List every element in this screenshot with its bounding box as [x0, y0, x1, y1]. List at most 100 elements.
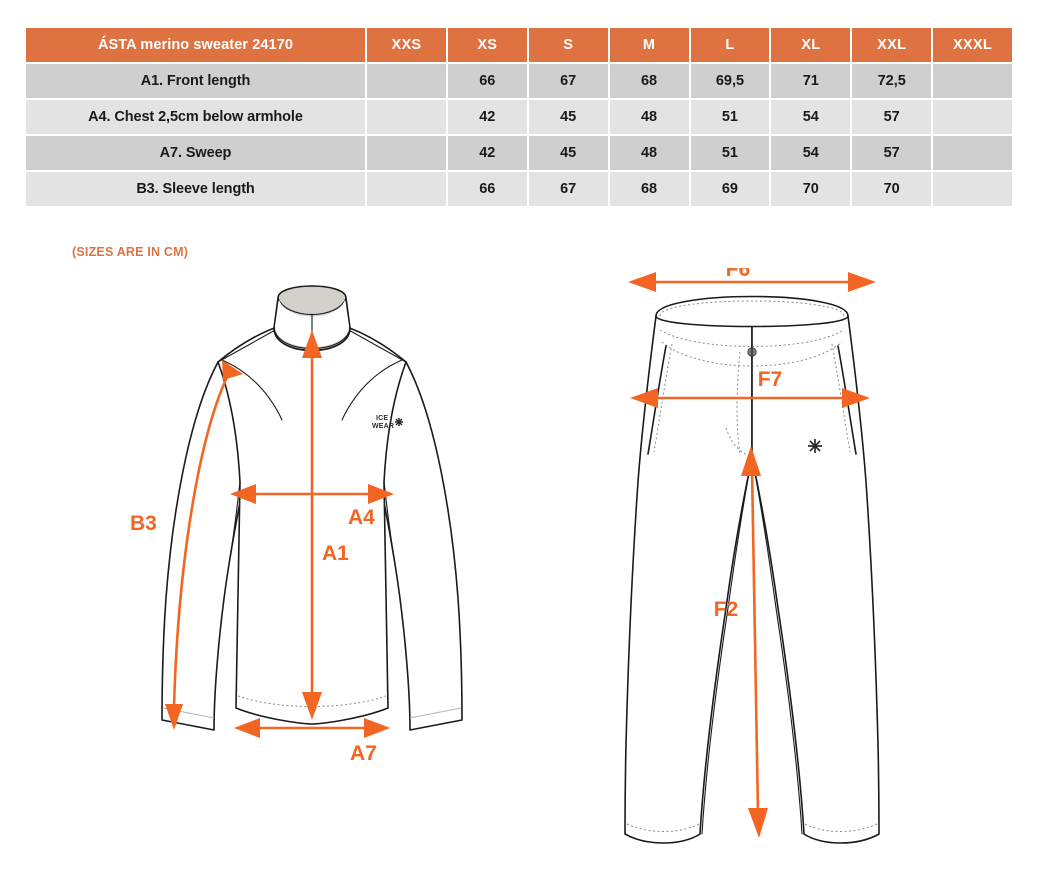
product-title-header: ÁSTA merino sweater 24170	[26, 28, 365, 62]
a4-label: A4	[348, 506, 375, 529]
brand-line-1: ICE	[376, 415, 388, 422]
a7-arrow-head-right	[364, 718, 390, 738]
b3-arrow-head-top	[222, 360, 243, 380]
size-header-m: M	[609, 28, 689, 62]
measurement-value: 68	[609, 172, 689, 206]
measurement-value: 54	[771, 100, 851, 134]
measurement-label: A1. Front length	[26, 64, 365, 98]
a1-arrow-head-bottom	[302, 692, 322, 720]
a7-arrow-head-left	[234, 718, 260, 738]
ice-wear-logo: ICE WEAR	[372, 415, 403, 430]
measurement-value: 71	[771, 64, 851, 98]
a7-label: A7	[350, 742, 377, 765]
units-note: (SIZES ARE IN CM)	[72, 245, 189, 259]
size-header-xl: XL	[771, 28, 851, 62]
size-header-xxl: XXL	[852, 28, 932, 62]
measurement-value	[367, 172, 446, 206]
measurement-label: A7. Sweep	[26, 136, 365, 170]
snowflake-icon	[808, 439, 822, 453]
measurement-value: 48	[609, 100, 689, 134]
size-header-xxxl: XXXL	[933, 28, 1012, 62]
a1-label: A1	[322, 542, 349, 565]
size-header-l: L	[690, 28, 770, 62]
table-row: B3. Sleeve length 66 67 68 69 70 70	[26, 172, 1012, 206]
size-header-s: S	[528, 28, 608, 62]
garment-diagrams: ICE WEAR B3	[0, 268, 1040, 888]
a4-arrow-head-right	[368, 484, 394, 504]
a1-arrow-head-top	[302, 330, 322, 358]
pants-waistband	[655, 295, 849, 328]
measurement-value: 48	[609, 136, 689, 170]
b3-arrow-line	[172, 374, 230, 707]
f6-arrow-head-right	[848, 272, 876, 292]
right-cuff-stitch	[409, 707, 462, 719]
sweater-right-armhole	[383, 481, 395, 559]
pants-right-pocket-stitch	[831, 343, 851, 453]
measurement-value: 54	[771, 136, 851, 170]
table-row: A4. Chest 2,5cm below armhole 42 45 48 5…	[26, 100, 1012, 134]
f2-arrow-line	[750, 467, 760, 815]
f6-label: F6	[726, 268, 751, 281]
sweater-right-yoke-seam	[341, 359, 403, 421]
measurement-value: 70	[852, 172, 932, 206]
measurement-label: B3. Sleeve length	[26, 172, 365, 206]
sweater-left-armhole	[229, 481, 241, 559]
measurement-value	[367, 136, 446, 170]
measurement-value: 67	[528, 172, 608, 206]
pants-left-pocket-stitch	[653, 343, 673, 453]
pants-crotch-seam	[701, 457, 753, 835]
measurement-value	[367, 64, 446, 98]
f7-label: F7	[758, 368, 783, 391]
measurement-value: 68	[609, 64, 689, 98]
pants-right-hem-stitch	[804, 823, 878, 832]
f7-arrow-head-left	[630, 388, 658, 408]
measurement-value: 45	[528, 136, 608, 170]
table-header: ÁSTA merino sweater 24170 XXS XS S M L X…	[26, 28, 1012, 62]
measurement-value: 69	[690, 172, 770, 206]
measurement-value: 51	[690, 100, 770, 134]
f2-label: F2	[714, 598, 739, 621]
f2-arrow-head-top	[741, 446, 761, 476]
size-header-xs: XS	[447, 28, 527, 62]
measurement-value: 42	[447, 100, 527, 134]
f7-arrow-head-right	[842, 388, 870, 408]
measurement-value: 51	[690, 136, 770, 170]
sweater-svg: ICE WEAR B3	[130, 285, 463, 765]
pants-left-leg	[624, 315, 753, 844]
measurement-value	[933, 64, 1012, 98]
measurement-value: 66	[447, 64, 527, 98]
pants-diagram: F6 F7 F2	[600, 268, 980, 868]
pants-fly-stitch	[736, 351, 741, 455]
measurement-value: 45	[528, 100, 608, 134]
sweater-diagram: ICE WEAR B3	[110, 268, 530, 788]
measurement-value	[367, 100, 446, 134]
measurement-value: 69,5	[690, 64, 770, 98]
pants-left-hem-stitch	[626, 823, 700, 832]
measurement-value: 57	[852, 136, 932, 170]
measurement-value: 70	[771, 172, 851, 206]
measurement-value: 42	[447, 136, 527, 170]
measurement-value: 66	[447, 172, 527, 206]
measurement-label: A4. Chest 2,5cm below armhole	[26, 100, 365, 134]
size-chart-table-container: ÁSTA merino sweater 24170 XXS XS S M L X…	[24, 26, 1014, 208]
waistband-inner-ellipse	[659, 300, 845, 317]
table-row: A7. Sweep 42 45 48 51 54 57	[26, 136, 1012, 170]
a4-arrow-head-left	[230, 484, 256, 504]
measurement-value	[933, 100, 1012, 134]
table-body: A1. Front length 66 67 68 69,5 71 72,5 A…	[26, 64, 1012, 206]
measurement-value: 72,5	[852, 64, 932, 98]
measurement-value	[933, 172, 1012, 206]
pants-svg: F6 F7 F2	[624, 268, 880, 844]
sweater-left-yoke-seam	[221, 359, 283, 421]
b3-arrow-head-bottom	[165, 704, 183, 730]
table-row: A1. Front length 66 67 68 69,5 71 72,5	[26, 64, 1012, 98]
size-header-xxs: XXS	[367, 28, 446, 62]
f6-arrow-head-left	[628, 272, 656, 292]
measurement-value	[933, 136, 1012, 170]
measurement-value: 57	[852, 100, 932, 134]
table-header-row: ÁSTA merino sweater 24170 XXS XS S M L X…	[26, 28, 1012, 62]
pants-right-leg	[751, 315, 880, 844]
size-chart-table: ÁSTA merino sweater 24170 XXS XS S M L X…	[24, 26, 1014, 208]
measurement-value: 67	[528, 64, 608, 98]
pants-inseam-right	[751, 457, 803, 835]
